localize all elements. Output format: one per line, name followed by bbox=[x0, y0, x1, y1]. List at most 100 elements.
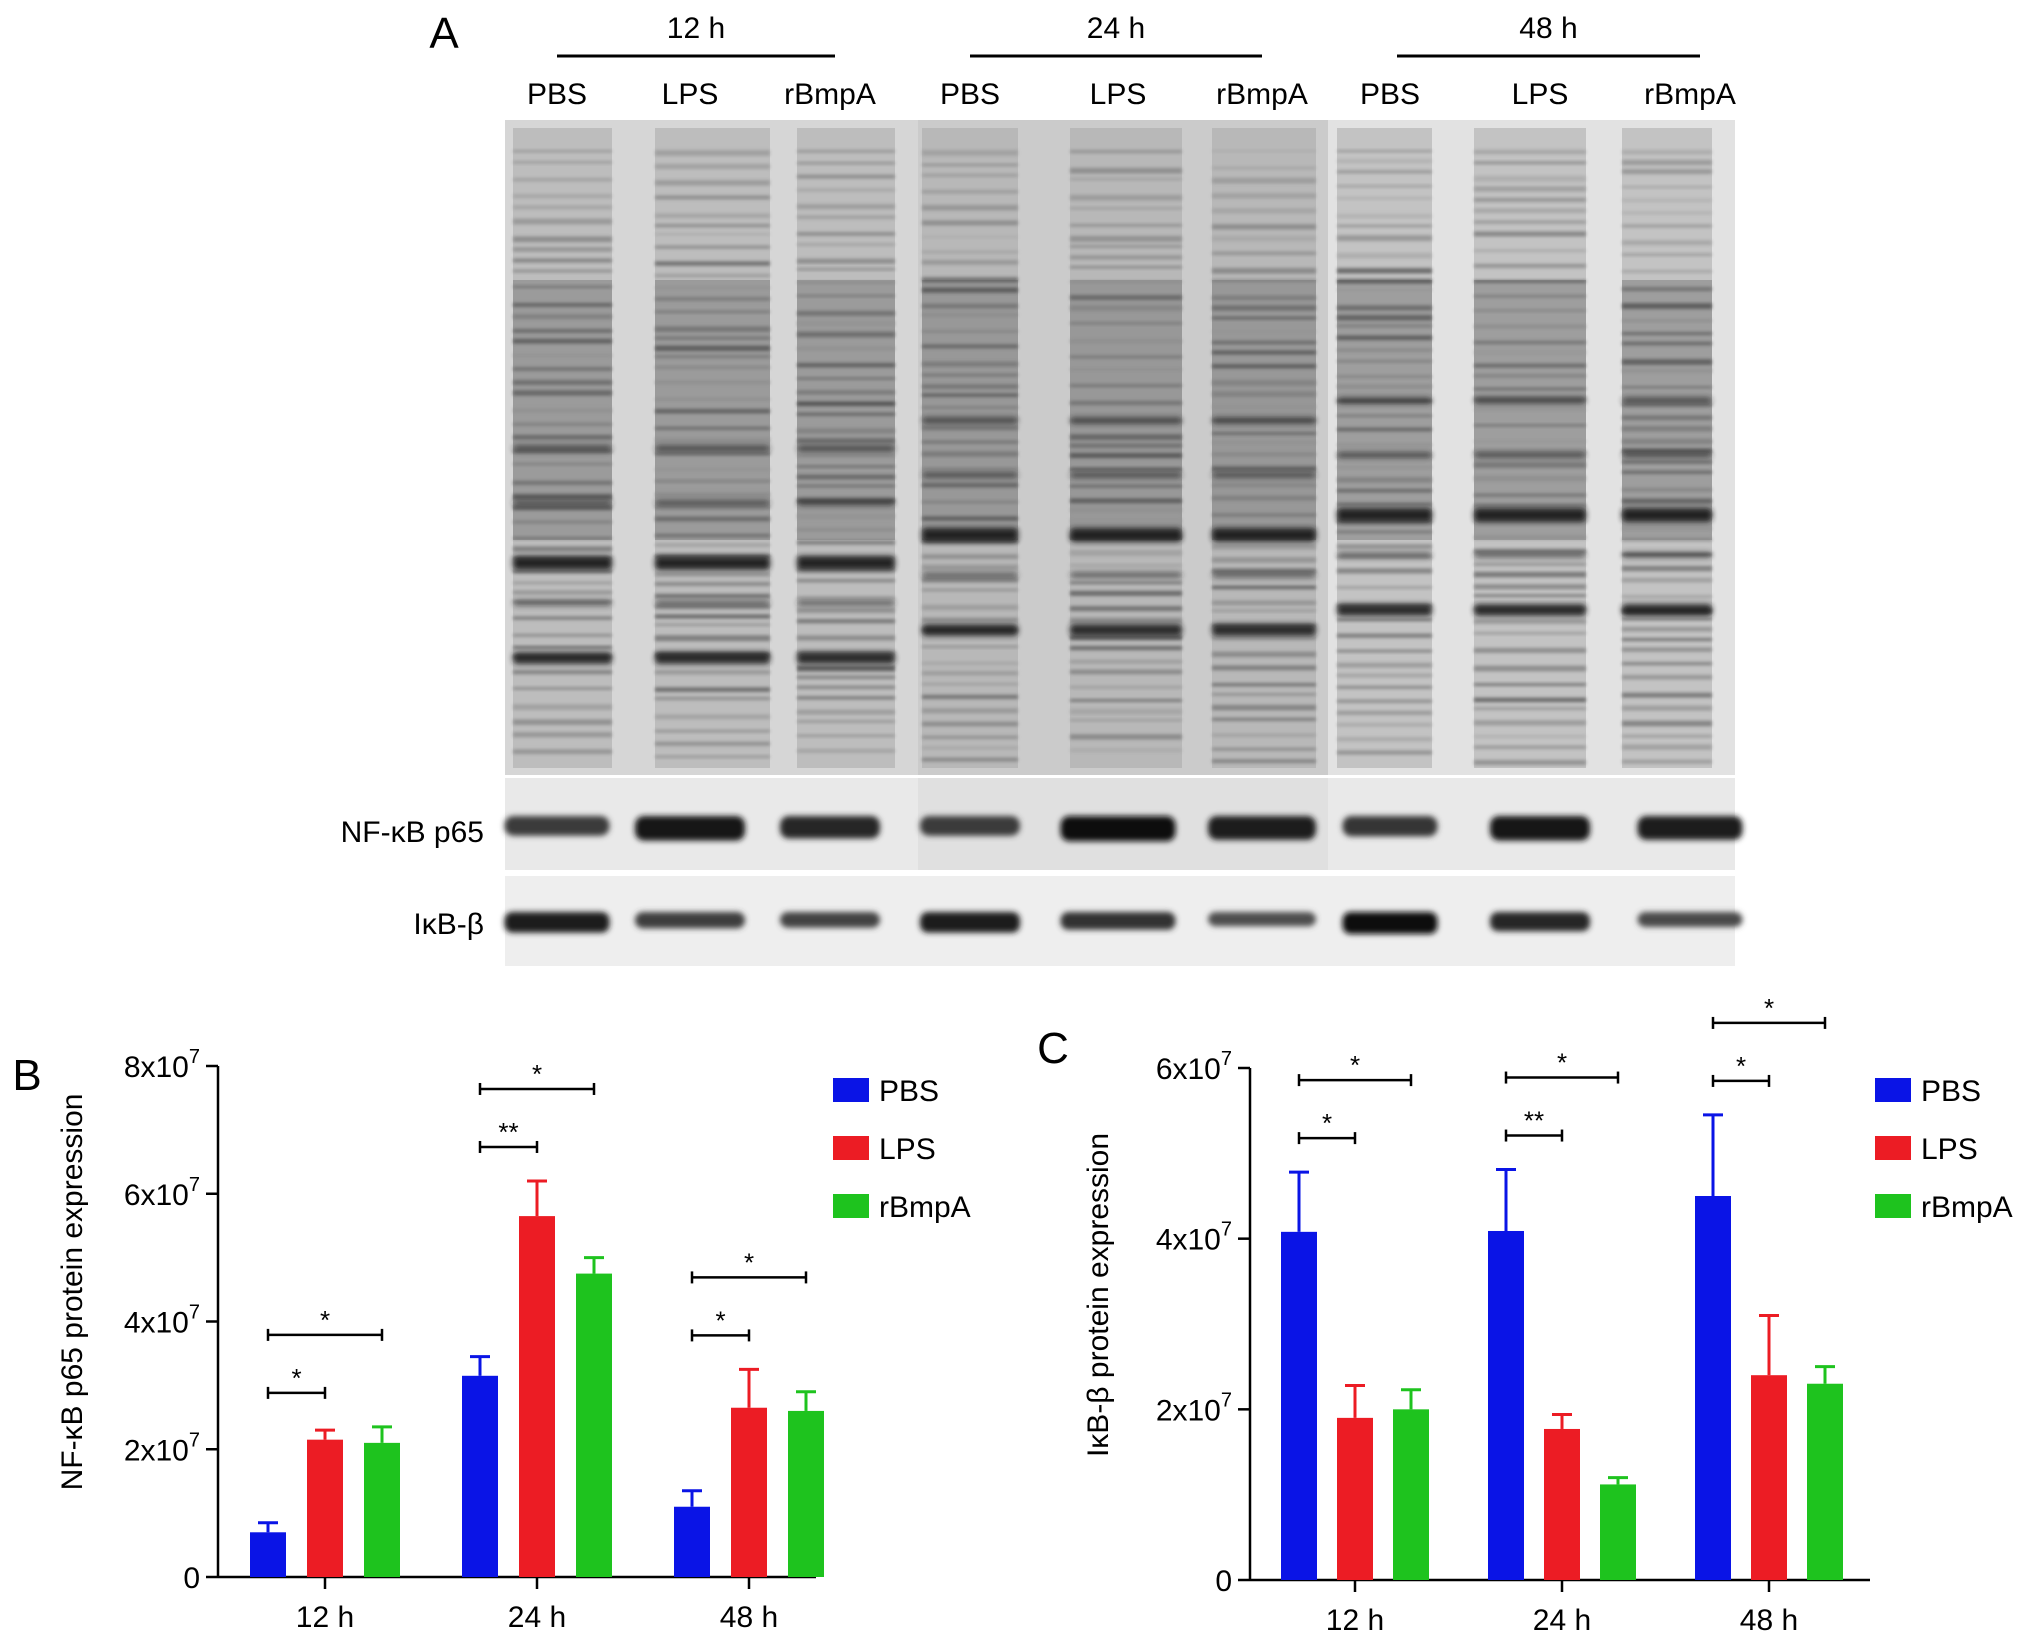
gel-band bbox=[1212, 150, 1316, 153]
gel-band bbox=[797, 720, 895, 723]
gel-band bbox=[513, 646, 612, 649]
gel-band bbox=[1622, 224, 1712, 228]
lane-label: PBS bbox=[940, 78, 1000, 111]
gel-band bbox=[1070, 255, 1182, 260]
blot-label-nfkb-p65: NF-κB p65 bbox=[341, 816, 484, 849]
gel-band bbox=[1212, 340, 1316, 345]
gel-band bbox=[922, 451, 1018, 457]
gel-band bbox=[922, 384, 1018, 389]
gel-band bbox=[1212, 693, 1316, 696]
gel-band bbox=[797, 474, 895, 480]
x-tick-label: 12 h bbox=[296, 1601, 354, 1634]
gel-major-band bbox=[797, 652, 895, 664]
gel-band bbox=[513, 338, 612, 344]
gel-band bbox=[513, 719, 612, 725]
gel-band bbox=[797, 310, 895, 316]
gel-band bbox=[513, 247, 612, 252]
gel-lane-smear bbox=[922, 128, 1018, 768]
gel-band bbox=[1212, 635, 1316, 641]
gel-band bbox=[797, 734, 895, 737]
gel-major-band bbox=[1337, 397, 1432, 404]
gel-band bbox=[1337, 288, 1432, 291]
gel-band bbox=[513, 704, 612, 710]
significance-label: * bbox=[532, 1059, 542, 1089]
gel-band bbox=[1337, 618, 1432, 622]
gel-band bbox=[1212, 609, 1316, 612]
gel-band bbox=[1337, 197, 1432, 200]
gel-band bbox=[1337, 722, 1432, 727]
gel-band bbox=[1070, 719, 1182, 722]
gel-band bbox=[655, 479, 770, 483]
bar-lps bbox=[1337, 1417, 1373, 1580]
gel-band bbox=[655, 635, 770, 642]
gel-band bbox=[1070, 207, 1182, 210]
gel-band bbox=[1070, 646, 1182, 651]
gel-band bbox=[1474, 759, 1586, 766]
gel-band bbox=[1474, 309, 1586, 312]
gel-band bbox=[1474, 150, 1586, 154]
gel-band bbox=[797, 203, 895, 210]
gel-band bbox=[1622, 368, 1712, 374]
gel-band bbox=[922, 303, 1018, 309]
y-tick-label: 0 bbox=[1215, 1565, 1232, 1598]
gel-band bbox=[1622, 386, 1712, 389]
gel-band bbox=[1474, 562, 1586, 566]
gel-band bbox=[797, 281, 895, 284]
gel-band bbox=[922, 373, 1018, 377]
gel-band bbox=[1212, 717, 1316, 721]
gel-band bbox=[1337, 252, 1432, 259]
gel-band bbox=[1070, 339, 1182, 343]
gel-band bbox=[1212, 513, 1316, 517]
gel-band bbox=[1070, 150, 1182, 154]
gel-band bbox=[1070, 280, 1182, 283]
lane-label: PBS bbox=[527, 78, 587, 111]
gel-band bbox=[922, 150, 1018, 156]
gel-band bbox=[513, 616, 612, 620]
gel-band bbox=[1070, 550, 1182, 556]
gel-band bbox=[797, 454, 895, 457]
gel-band bbox=[513, 269, 612, 273]
legend-swatch bbox=[833, 1078, 869, 1102]
gel-band bbox=[797, 268, 895, 271]
significance-label: * bbox=[291, 1363, 301, 1393]
gel-band bbox=[922, 564, 1018, 570]
gel-band bbox=[1622, 319, 1712, 322]
gel-band bbox=[1337, 699, 1432, 703]
gel-band bbox=[1212, 330, 1316, 333]
gel-band bbox=[1474, 647, 1586, 653]
gel-band bbox=[1622, 734, 1712, 738]
gel-band bbox=[922, 554, 1018, 559]
gel-band bbox=[797, 161, 895, 165]
gel-major-band bbox=[1474, 552, 1586, 558]
gel-band bbox=[655, 729, 770, 733]
gel-major-band bbox=[1337, 604, 1432, 616]
gel-band bbox=[922, 220, 1018, 226]
gel-band bbox=[1070, 368, 1182, 371]
gel-band bbox=[1212, 268, 1316, 274]
gel-band bbox=[655, 354, 770, 359]
p65-band bbox=[780, 816, 880, 839]
gel-band bbox=[513, 380, 612, 386]
gel-band bbox=[513, 367, 612, 371]
gel-band bbox=[797, 188, 895, 192]
gel-band bbox=[513, 178, 612, 182]
gel-band bbox=[922, 277, 1018, 283]
gel-band bbox=[1622, 448, 1712, 454]
gel-band bbox=[922, 482, 1018, 488]
gel-band bbox=[1474, 280, 1586, 283]
gel-band bbox=[1070, 748, 1182, 753]
gel-band bbox=[797, 540, 895, 545]
gel-band bbox=[1337, 335, 1432, 341]
gel-band bbox=[1337, 360, 1432, 363]
gel-major-band bbox=[1212, 472, 1316, 478]
gel-band bbox=[922, 694, 1018, 699]
gel-band bbox=[1474, 363, 1586, 368]
bar-pbs bbox=[462, 1375, 498, 1577]
gel-lane-dense bbox=[1337, 280, 1432, 540]
gel-band bbox=[655, 180, 770, 186]
gel-band bbox=[922, 250, 1018, 254]
legend-label: LPS bbox=[1921, 1133, 1978, 1166]
gel-band bbox=[513, 218, 612, 225]
gel-band bbox=[1212, 391, 1316, 398]
gel-band bbox=[513, 581, 612, 585]
